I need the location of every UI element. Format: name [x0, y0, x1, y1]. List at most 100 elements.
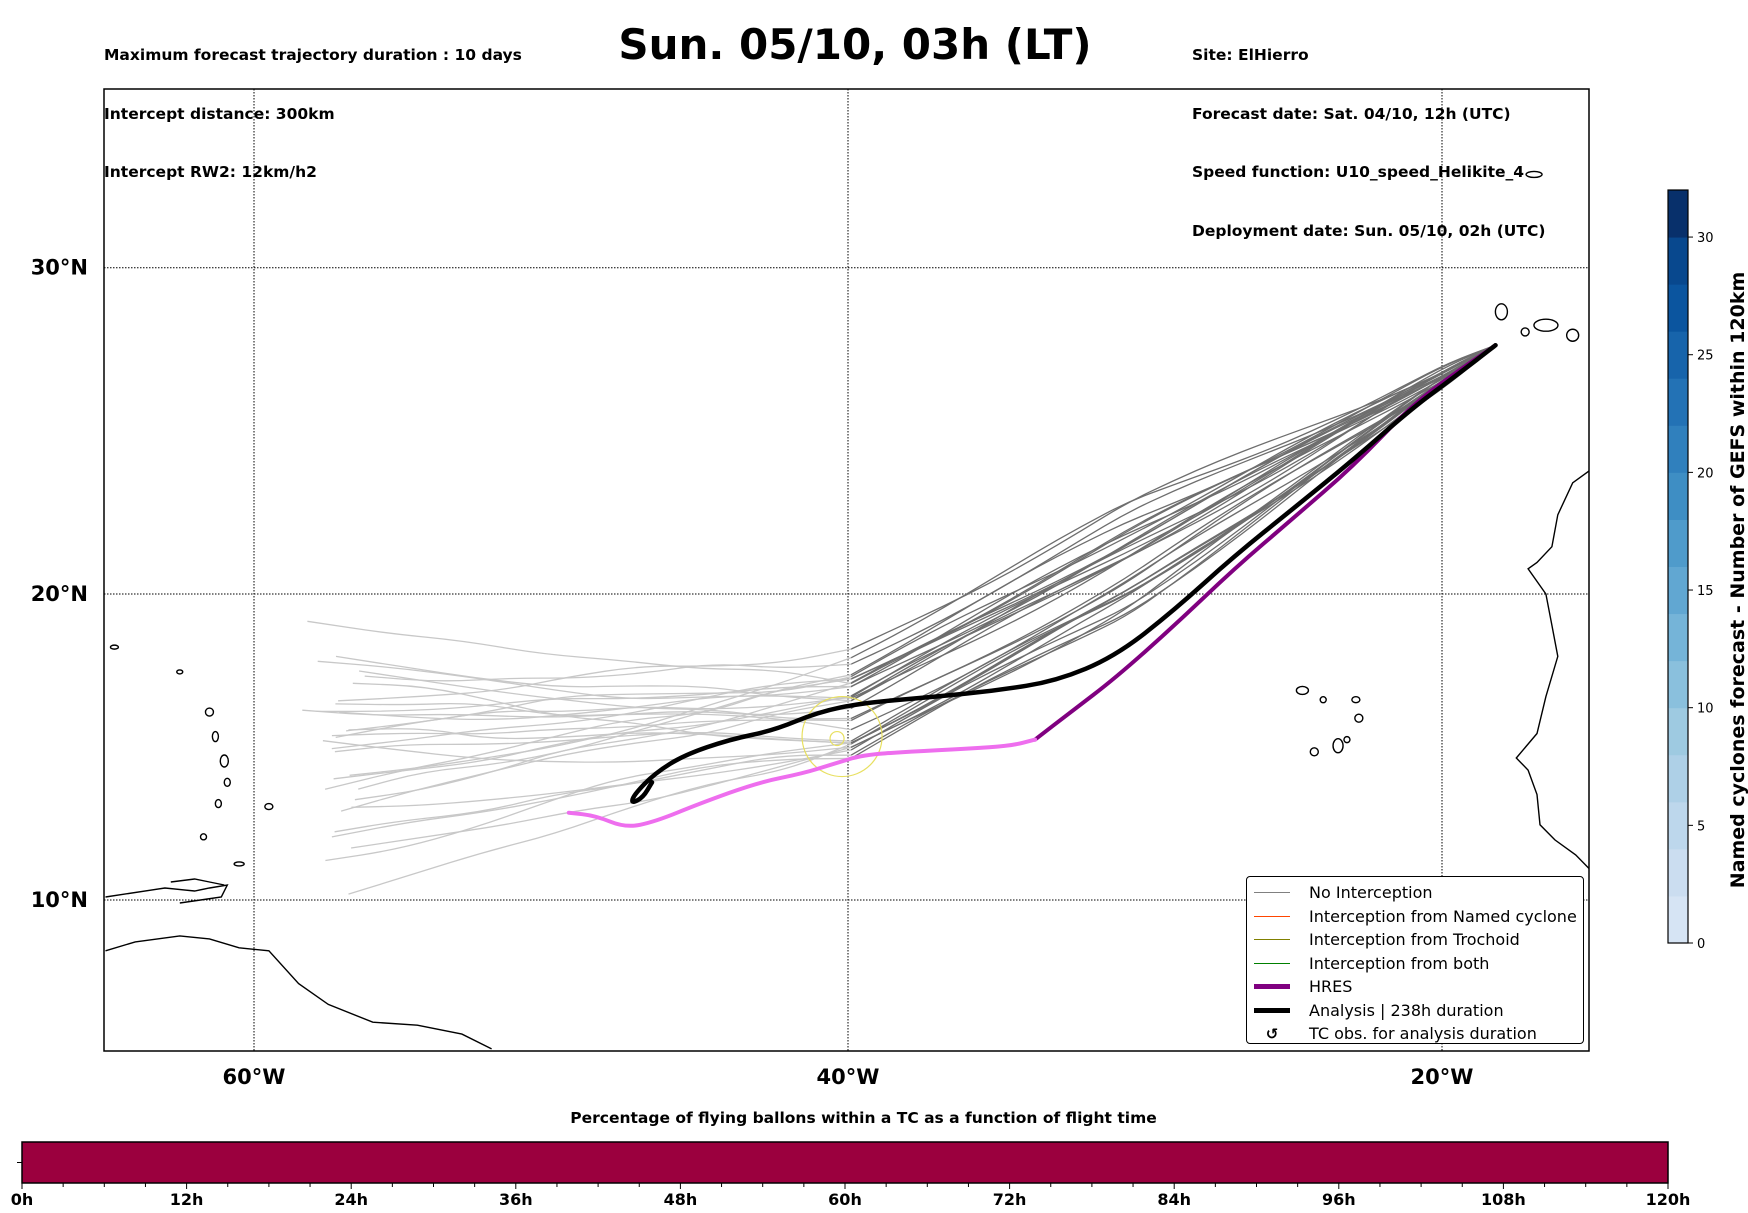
legend-item: Interception from Named cyclone — [1253, 905, 1583, 929]
legend-line-swatch — [1253, 892, 1291, 894]
lon-tick-label: 20°W — [1411, 1065, 1474, 1089]
island-outline — [1621, 302, 1631, 314]
legend-label: Analysis | 238h duration — [1309, 1000, 1504, 1020]
colorbar-segment — [1668, 707, 1688, 756]
ensemble-track-no-interception — [850, 344, 1497, 685]
colorbar-segment — [1668, 284, 1688, 332]
legend-line-swatch — [1253, 984, 1291, 990]
island-outline — [1565, 328, 1580, 342]
colorbar-label: Named cyclones forecast - Number of GEFS… — [1727, 272, 1748, 889]
island-outline — [109, 644, 120, 650]
time-tick-label: 84h — [1157, 1190, 1191, 1209]
ensemble-track-faded — [322, 740, 852, 763]
ensemble-track-no-interception — [850, 344, 1497, 745]
ensemble-track-no-interception — [850, 344, 1497, 688]
ensemble-track-no-interception — [850, 344, 1497, 709]
colorbar-segment — [1668, 848, 1688, 897]
lat-tick-label: 30°N — [31, 256, 88, 280]
island-outline — [1494, 303, 1509, 321]
ensemble-track-faded — [348, 728, 852, 745]
island-outline — [1533, 318, 1559, 332]
legend-label: Interception from both — [1309, 953, 1490, 973]
legend-item: No Interception — [1253, 881, 1583, 905]
legend-label: Interception from Trochoid — [1309, 930, 1520, 950]
island-outline — [1354, 713, 1364, 723]
coastline — [1515, 470, 1589, 870]
legend-label: No Interception — [1309, 883, 1433, 903]
time-tick-label: 108h — [1481, 1190, 1526, 1209]
map-frame — [103, 88, 1590, 1052]
speed-function-text: Speed function: U10_speed_Helikite_4 — [1192, 163, 1525, 181]
colorbar-segment — [1668, 801, 1688, 850]
colorbar-tick-label: 30 — [1697, 231, 1714, 246]
colorbar-tick-label: 20 — [1697, 466, 1714, 481]
legend-item: HRES — [1253, 975, 1583, 999]
time-tick-label: 60h — [828, 1190, 862, 1209]
ensemble-track-no-interception — [850, 344, 1497, 650]
ensemble-track-no-interception — [850, 344, 1497, 665]
colorbar-tick-label: 5 — [1697, 819, 1705, 834]
time-tick-label: 96h — [1322, 1190, 1356, 1209]
legend-line-swatch — [1253, 939, 1291, 941]
island-outline — [1520, 327, 1530, 337]
legend-item: Interception from Trochoid — [1253, 928, 1583, 952]
colorbar-segment — [1668, 378, 1688, 426]
island-outline — [199, 833, 208, 841]
island-outline — [223, 777, 231, 788]
ensemble-track-faded — [324, 674, 852, 790]
ensemble-track-faded — [325, 742, 852, 862]
colorbar-segment — [1668, 895, 1688, 944]
time-tick-label: 36h — [499, 1190, 533, 1209]
coastline — [170, 878, 225, 886]
page-title: Sun. 05/10, 03h (LT) — [618, 20, 1092, 69]
bottom-timeline-chart: 0h 12h 24h 36h 48h 60h 72h 84h 96h 108h 120h — [11, 1141, 1691, 1209]
ensemble-track-faded — [335, 655, 852, 702]
island-outline — [1295, 685, 1310, 696]
legend-line-swatch — [1253, 915, 1291, 917]
colorbar: 0 5 10 15 20 25 30 — [1667, 189, 1714, 952]
legend-item: Analysis | 238h duration — [1253, 999, 1583, 1023]
colorbar-segment — [1668, 237, 1688, 285]
forecast-date-text: Forecast date: Sat. 04/10, 12h (UTC) — [1192, 104, 1511, 123]
coastlines — [105, 170, 1637, 1050]
trajectories — [302, 343, 1498, 895]
island-outline — [1627, 290, 1637, 306]
ensemble-track-faded — [340, 700, 852, 812]
coastline — [105, 884, 229, 904]
island-outline — [1309, 747, 1319, 757]
legend-item: Interception from both — [1253, 952, 1583, 976]
island-outline — [219, 754, 230, 768]
colorbar-segment — [1668, 472, 1688, 520]
island-outline — [1332, 738, 1344, 754]
intercept-rw2-text: Intercept RW2: 12km/h2 — [104, 163, 317, 181]
tc-obs-circle — [801, 695, 883, 778]
lon-tick-label: 40°W — [817, 1065, 880, 1089]
time-tick-label: 72h — [993, 1190, 1027, 1209]
colorbar-tick-label: 15 — [1697, 584, 1714, 599]
ensemble-track-no-interception — [850, 344, 1497, 751]
time-tick-label: 24h — [334, 1190, 368, 1209]
lon-tick-label: 60°W — [223, 1065, 286, 1089]
time-tick-label: 48h — [664, 1190, 698, 1209]
island-outline — [211, 730, 220, 743]
coastline — [105, 935, 492, 1050]
time-tick-label: 120h — [1646, 1190, 1691, 1209]
ensemble-track-faded — [348, 743, 852, 895]
legend-line-swatch — [1253, 1007, 1291, 1013]
island-outline — [1525, 170, 1543, 179]
colorbar-segment — [1668, 190, 1688, 238]
ensemble-track-faded — [351, 749, 852, 808]
colorbar-segment — [1668, 425, 1688, 473]
lat-tick-label: 20°N — [31, 582, 88, 606]
colorbar-label-text: Named cyclones forecast - Number of GEFS… — [1727, 272, 1748, 889]
legend-label: Interception from Named cyclone — [1309, 906, 1577, 926]
ensemble-track-faded — [335, 703, 852, 731]
header-right-info: Site: ElHierro Forecast date: Sat. 04/10… — [1192, 7, 1545, 261]
island-outline — [1351, 696, 1361, 704]
site-text: Site: ElHierro — [1192, 46, 1309, 64]
island-outline — [204, 707, 215, 717]
tc-percentage-bar — [21, 1141, 1669, 1184]
colorbar-tick-label: 0 — [1697, 937, 1705, 952]
analysis-track — [630, 343, 1498, 804]
